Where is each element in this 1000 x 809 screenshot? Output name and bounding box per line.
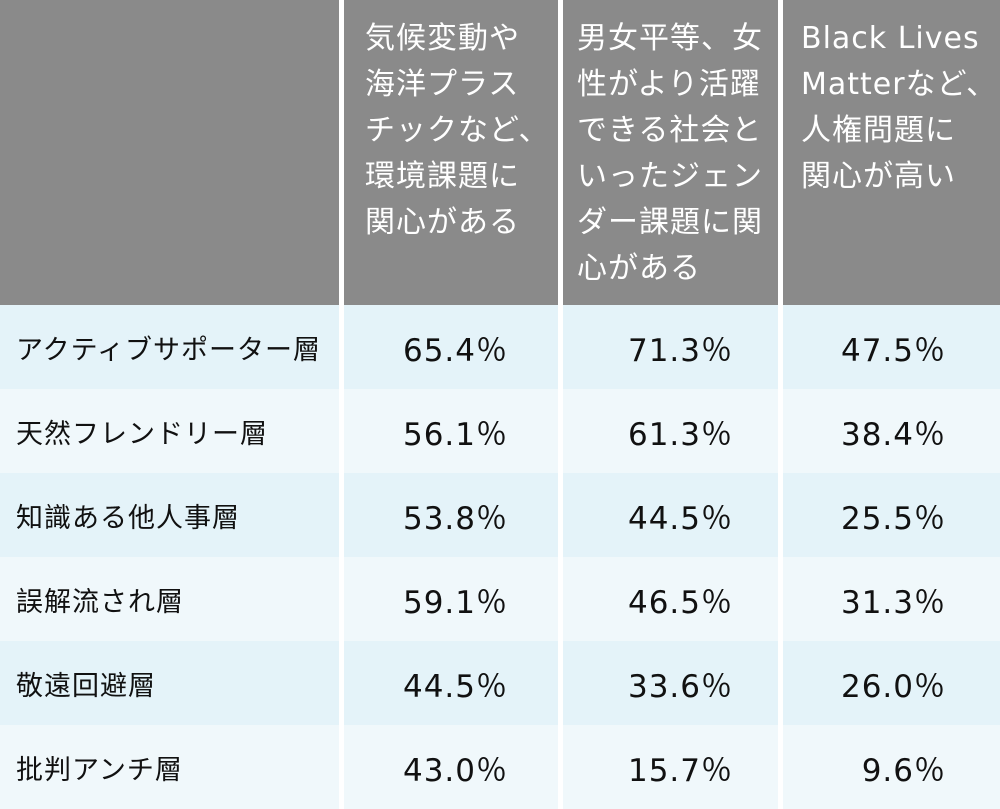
value-cell-environment: 56.1％ — [344, 389, 558, 473]
value-cell-human-rights: 25.5％ — [783, 473, 1000, 557]
value-cell-gender: 46.5％ — [563, 557, 778, 641]
row-label: 敬遠回避層 — [0, 641, 339, 725]
column-header-line: チックなど、 — [365, 113, 550, 148]
column-header-line: いったジェン — [577, 159, 763, 194]
row-label: 誤解流され層 — [0, 557, 339, 641]
row-label: アクティブサポーター層 — [0, 305, 339, 389]
column-header-line: 関心がある — [365, 205, 520, 240]
value-cell-gender: 71.3％ — [563, 305, 778, 389]
value-cell-gender: 33.6％ — [563, 641, 778, 725]
column-header-line: 心がある — [577, 251, 701, 286]
value-cell-environment: 43.0％ — [344, 725, 558, 809]
column-header-line: 男女平等、女 — [577, 21, 763, 56]
column-header-line: Black Lives — [801, 21, 980, 56]
value-cell-human-rights: 31.3％ — [783, 557, 1000, 641]
column-header-line: 気候変動や — [365, 21, 520, 56]
row-label: 天然フレンドリー層 — [0, 389, 339, 473]
column-header-gender: 男女平等、女 性がより活躍 できる社会と いったジェン ダー課題に関 心がある — [563, 0, 778, 305]
row-label: 知識ある他人事層 — [0, 473, 339, 557]
column-header-line: 関心が高い — [801, 159, 956, 194]
column-header-line: Matterなど、 — [801, 67, 998, 102]
column-header-line: 性がより活躍 — [577, 67, 761, 102]
value-cell-gender: 61.3％ — [563, 389, 778, 473]
header-corner-cell — [0, 0, 339, 305]
column-header-human-rights: Black Lives Matterなど、 人権問題に 関心が高い — [783, 0, 1000, 305]
column-header-line: 人権問題に — [801, 113, 956, 148]
column-header-line: 環境課題に — [365, 159, 520, 194]
value-cell-gender: 15.7％ — [563, 725, 778, 809]
row-label: 批判アンチ層 — [0, 725, 339, 809]
value-cell-human-rights: 38.4％ — [783, 389, 1000, 473]
value-cell-gender: 44.5％ — [563, 473, 778, 557]
column-header-line: 海洋プラス — [365, 67, 520, 102]
value-cell-environment: 53.8％ — [344, 473, 558, 557]
value-cell-environment: 44.5％ — [344, 641, 558, 725]
value-cell-human-rights: 9.6％ — [783, 725, 1000, 809]
value-cell-environment: 59.1％ — [344, 557, 558, 641]
value-cell-human-rights: 47.5％ — [783, 305, 1000, 389]
column-header-line: ダー課題に関 — [577, 205, 763, 240]
column-header-environment: 気候変動や 海洋プラス チックなど、 環境課題に 関心がある — [344, 0, 558, 305]
value-cell-human-rights: 26.0％ — [783, 641, 1000, 725]
value-cell-environment: 65.4％ — [344, 305, 558, 389]
column-header-line: できる社会と — [577, 113, 763, 148]
